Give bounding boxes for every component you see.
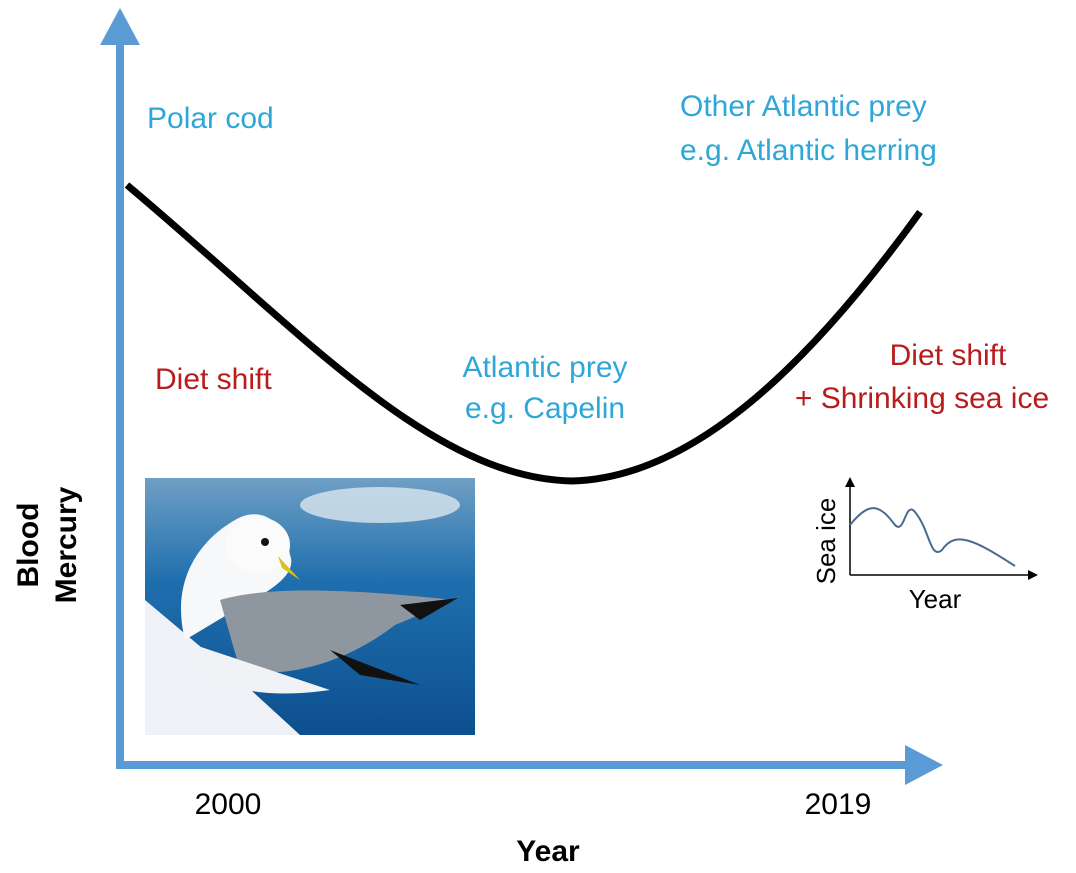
annotation: e.g. Atlantic herring (680, 134, 937, 167)
y-label: Blood (12, 503, 45, 588)
annotation: Atlantic prey (462, 351, 627, 384)
inset-y-label: Sea ice (811, 498, 841, 585)
axes (100, 8, 943, 785)
annotation: + Shrinking sea ice (795, 382, 1049, 415)
x-label: Year (516, 835, 580, 868)
annotation: Diet shift (155, 363, 272, 396)
annotation: e.g. Capelin (465, 392, 625, 425)
x-arrow (905, 745, 943, 785)
sea-ice-inset: Sea ice Year (811, 477, 1038, 614)
kittiwake-photo (145, 478, 475, 735)
x-tick-label: 2000 (195, 788, 262, 821)
annotation: Diet shift (890, 339, 1007, 372)
x-tick-label: 2019 (805, 788, 872, 821)
y-label: Mercury (50, 486, 83, 603)
y-arrow (100, 8, 140, 45)
annotation: Polar cod (147, 102, 274, 135)
sea-ice-curve (849, 507, 1016, 567)
inset-x-label: Year (909, 584, 962, 614)
annotation: Other Atlantic prey (680, 90, 927, 123)
mercury-curve (124, 182, 923, 485)
